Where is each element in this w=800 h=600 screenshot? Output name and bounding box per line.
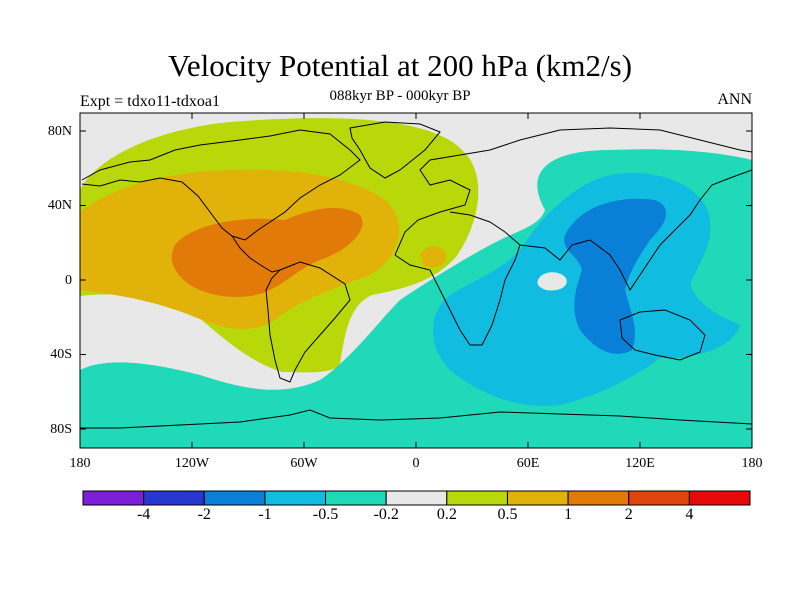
lat-label-0: 0 xyxy=(65,273,72,288)
legend-swatch xyxy=(506,490,569,506)
lon-label-60w: 60W xyxy=(290,456,318,471)
lon-label-120w: 120W xyxy=(174,456,210,471)
lon-label-180w: 180 xyxy=(69,456,91,471)
legend-swatch xyxy=(325,490,387,506)
lat-label-80n: 80N xyxy=(47,124,72,139)
contour-fill-neg-1 xyxy=(564,198,667,354)
legend-label: 0.2 xyxy=(436,506,457,523)
lon-label-120e: 120E xyxy=(625,456,655,471)
lon-label-60e: 60E xyxy=(516,456,540,471)
legend-swatch xyxy=(688,490,751,506)
legend-label: -0.2 xyxy=(373,506,399,523)
plot-title: Velocity Potential at 200 hPa (km2/s) xyxy=(167,48,633,83)
south-america-coast xyxy=(265,261,351,383)
lat-label-40n: 40N xyxy=(47,198,72,213)
central-america-coast xyxy=(231,235,281,273)
legend-label: -4 xyxy=(136,506,151,523)
greenland-coast xyxy=(349,121,441,179)
lat-label-80s: 80S xyxy=(50,422,72,437)
experiment-label: Expt = tdxo11-tdxoa1 xyxy=(80,93,220,110)
contour-fill-pos-1 xyxy=(171,208,363,297)
legend-swatch xyxy=(264,490,327,506)
europe-africa-coast xyxy=(394,127,752,256)
legend-swatch xyxy=(567,490,630,506)
axis-ticks xyxy=(79,113,753,448)
legend-label: 1 xyxy=(564,506,573,523)
lon-label-0: 0 xyxy=(412,456,420,471)
legend-label: 4 xyxy=(685,506,694,523)
plot-subtitle: 088kyr BP - 000kyr BP xyxy=(329,88,471,104)
season-label: ANN xyxy=(717,91,752,108)
asia-coast xyxy=(519,169,752,291)
north-america-coast xyxy=(81,129,361,241)
legend-swatch xyxy=(385,490,448,506)
neutral-hole-indian-ocean xyxy=(537,272,567,291)
coastlines xyxy=(80,121,752,429)
legend-swatch xyxy=(628,490,690,506)
legend-swatch xyxy=(143,490,205,506)
lat-label-40s: 40S xyxy=(50,347,72,362)
legend-label: -0.5 xyxy=(312,506,339,523)
antarctica-coast xyxy=(80,409,752,429)
legend-label: -1 xyxy=(258,506,272,523)
legend-swatch xyxy=(203,490,266,506)
legend-swatch xyxy=(446,490,508,506)
africa-coast xyxy=(394,211,521,346)
australia-coast xyxy=(619,309,706,361)
legend-label: 2 xyxy=(624,506,633,523)
legend-label: 0.5 xyxy=(497,506,518,523)
legend-label: -2 xyxy=(197,506,211,523)
legend-swatch xyxy=(82,490,145,506)
lon-label-180e: 180 xyxy=(741,456,763,471)
